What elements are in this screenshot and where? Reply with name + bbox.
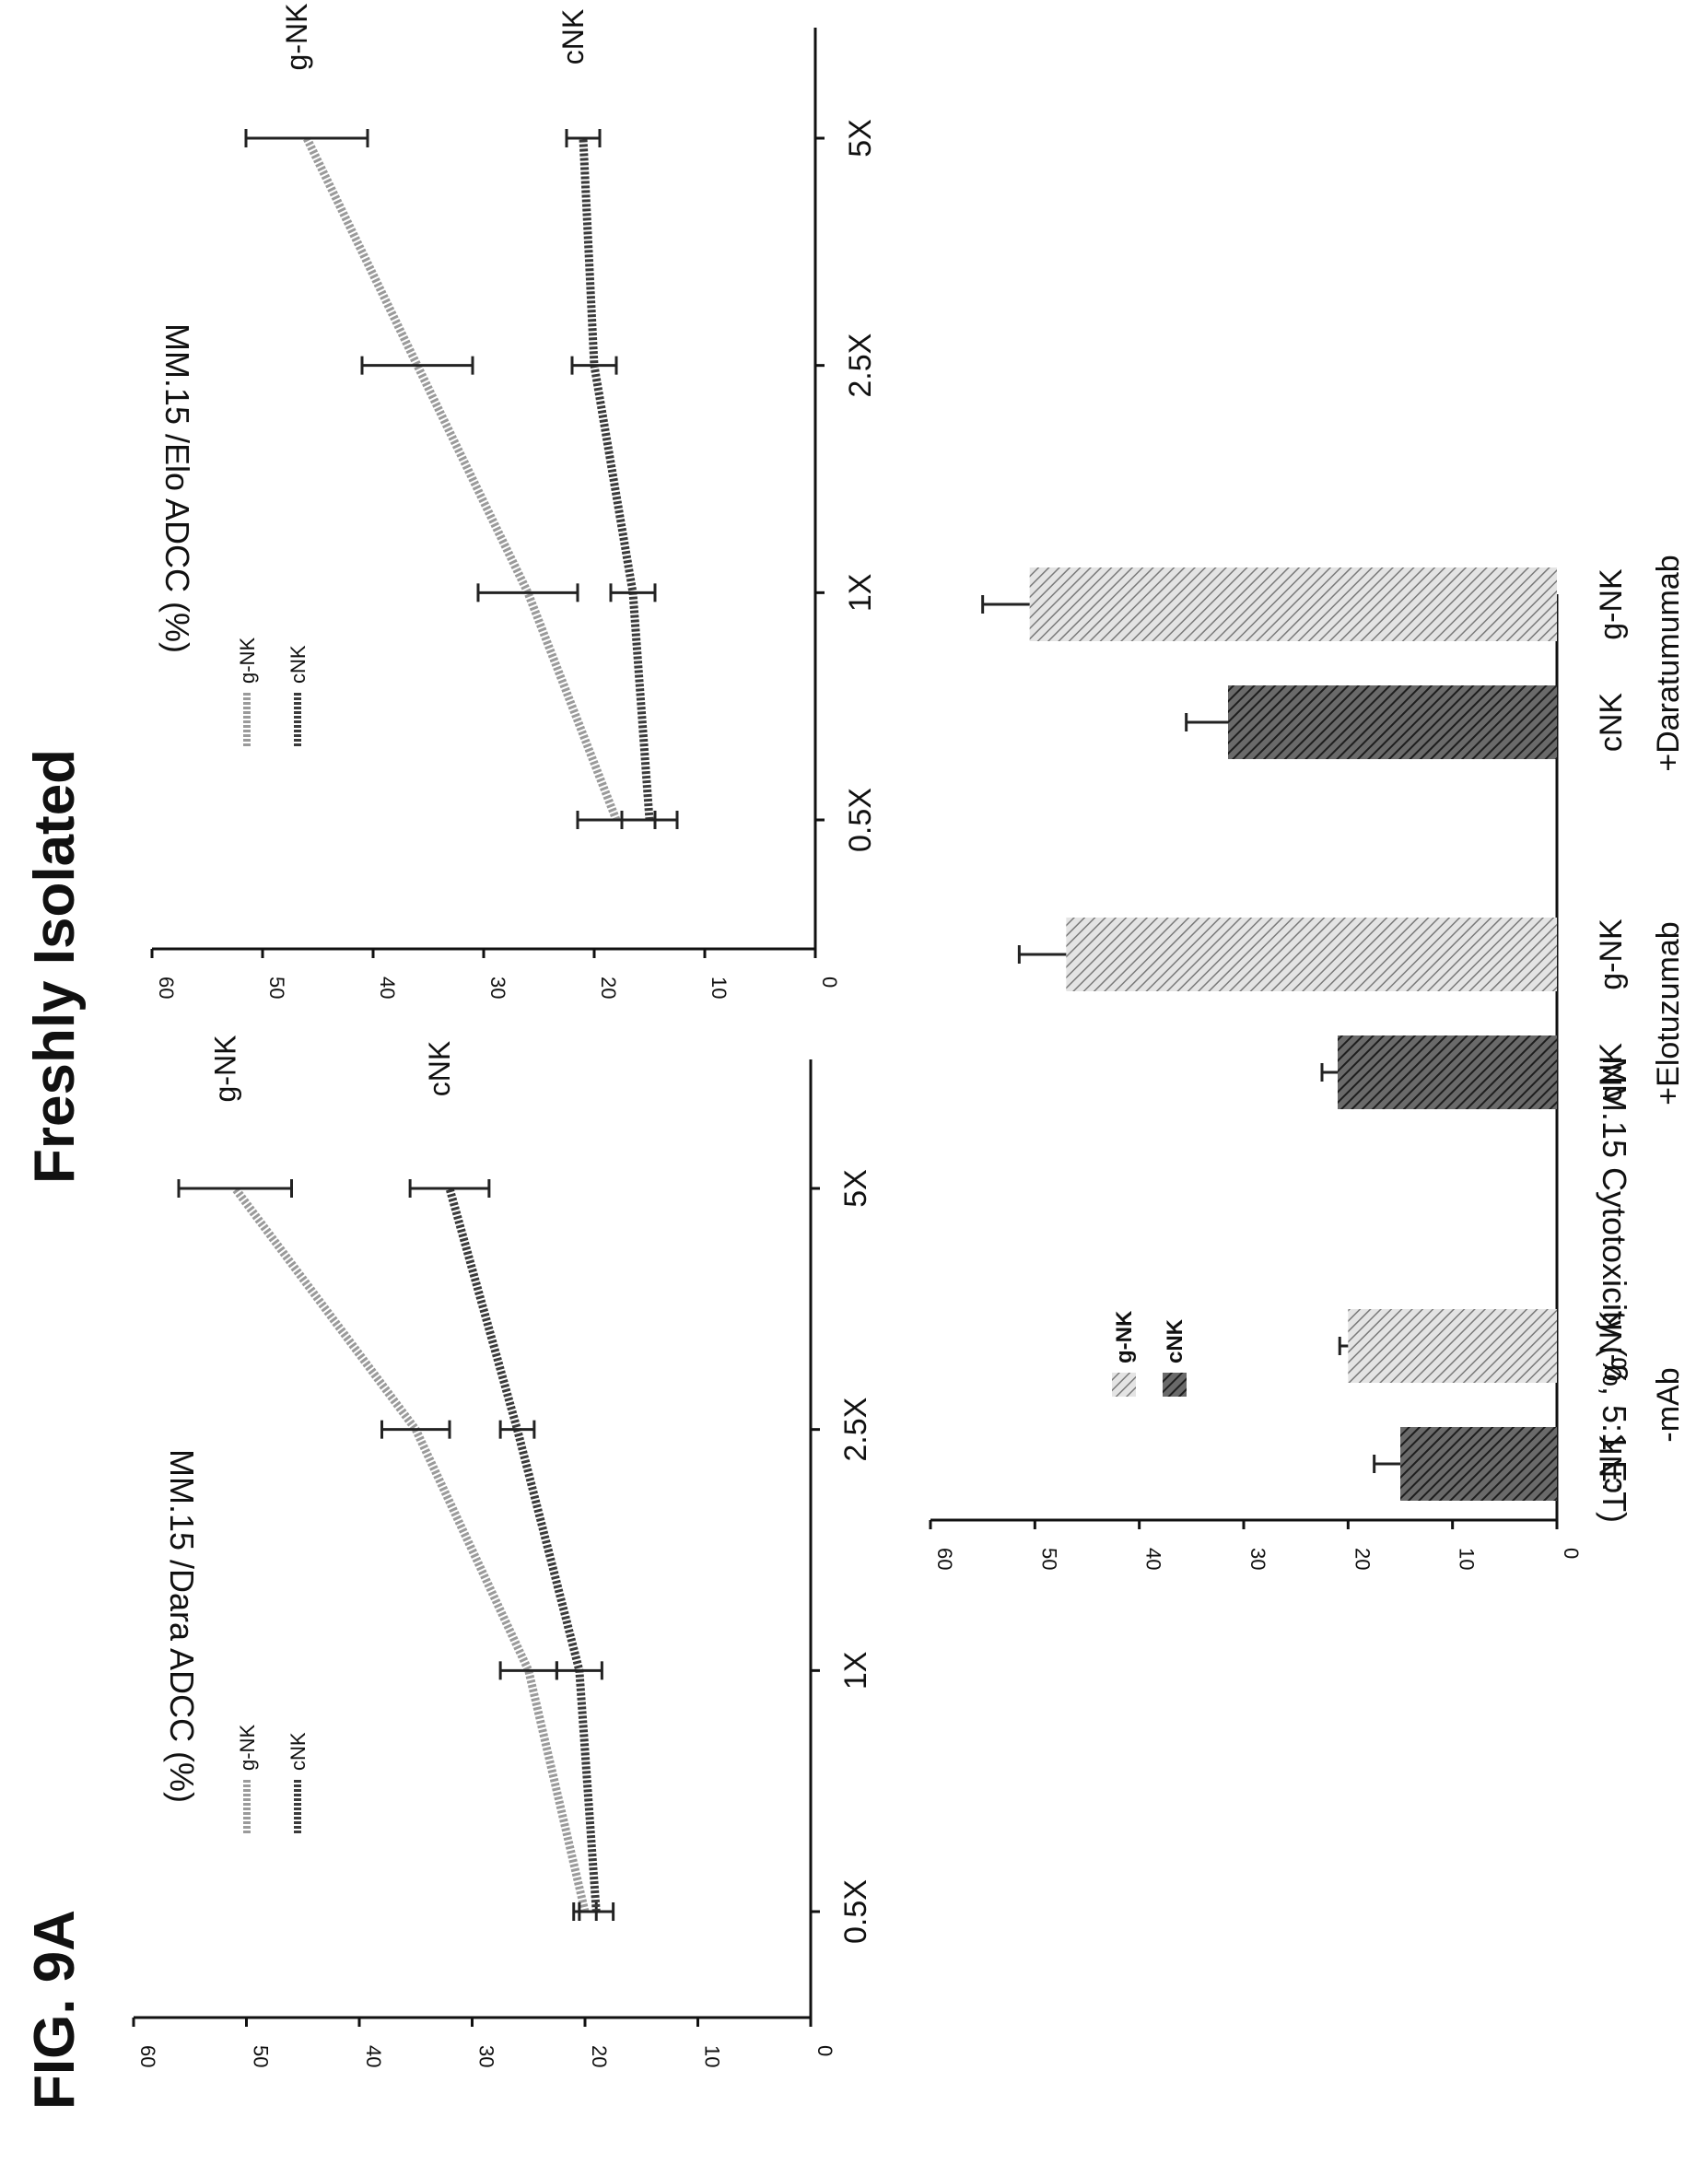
value-tick-label: 50 <box>250 2045 273 2067</box>
figure-label: FIG. 9A <box>23 1910 87 2110</box>
value-tick-label: 60 <box>933 1548 956 1570</box>
series-end-label: g-NK <box>280 4 313 71</box>
series-line-g-NK <box>231 1186 590 1913</box>
value-tick-label: 30 <box>486 977 509 999</box>
bar-category-label: cNK <box>1594 1434 1629 1494</box>
group-label: +Daratumumab <box>1651 555 1686 771</box>
legend-label: cNK <box>287 645 310 684</box>
bar-category-label: cNK <box>1594 693 1629 753</box>
value-tick-label: 50 <box>1037 1548 1060 1570</box>
bar-cNK <box>1228 685 1557 759</box>
bar-g-NK <box>1348 1309 1557 1383</box>
chart-elo-adcc: 0 10 20 30 40 50 60 MM.15 /Elo ADCC (%) 0.5X 1X 2.… <box>150 4 878 999</box>
legend-swatch-cNK <box>1163 1373 1187 1397</box>
value-tick-label: 10 <box>1456 1548 1479 1570</box>
bar-category-label: cNK <box>1594 1043 1629 1103</box>
group-label: +Elotuzumab <box>1651 921 1686 1105</box>
value-tick-label: 0 <box>1560 1548 1583 1559</box>
legend-swatch-g-NK <box>1112 1373 1136 1397</box>
chart-cytotoxicity-bars: 0 10 20 30 40 50 60 MM.15 Cytotoxicity (%, 5:1 … <box>929 555 1686 1570</box>
category-tick-label: 2.5X <box>838 1398 873 1462</box>
bar-cNK <box>1338 1035 1557 1109</box>
value-tick-label: 20 <box>588 2045 611 2067</box>
value-tick-label: 30 <box>1246 1548 1269 1570</box>
bar-g-NK <box>1029 567 1557 641</box>
bar-g-NK <box>1066 918 1557 991</box>
legend-label: g-NK <box>236 638 259 684</box>
series-end-label: cNK <box>423 1041 456 1096</box>
value-tick-label: 10 <box>701 2045 724 2067</box>
legend-label: g-NK <box>1112 1310 1137 1363</box>
category-tick-label: 5X <box>843 119 878 158</box>
bar-category-label: g-NK <box>1594 568 1629 640</box>
bar-category-label: g-NK <box>1594 1310 1629 1382</box>
legend-label: cNK <box>1163 1318 1187 1363</box>
value-tick-label: 50 <box>265 977 288 999</box>
value-tick-label: 20 <box>597 977 620 999</box>
group-label: -mAb <box>1651 1367 1686 1442</box>
series-line-g-NK <box>302 136 621 822</box>
bar-category-label: g-NK <box>1594 918 1629 990</box>
value-tick-label: 0 <box>818 977 841 988</box>
category-tick-label: 1X <box>838 1652 873 1690</box>
figure-title: Freshly Isolated <box>23 749 87 1184</box>
category-tick-label: 0.5X <box>838 1879 873 1944</box>
value-tick-label: 40 <box>362 2045 385 2067</box>
series-end-label: cNK <box>556 9 590 64</box>
value-tick-label: 30 <box>475 2045 498 2067</box>
series-end-label: g-NK <box>208 1035 241 1103</box>
value-tick-label: 0 <box>813 2045 836 2056</box>
legend-label: cNK <box>287 1732 310 1771</box>
legend-label: g-NK <box>236 1725 259 1771</box>
category-tick-label: 5X <box>838 1169 873 1208</box>
value-axis-label: MM.15 /Dara ADCC (%) <box>163 1449 201 1803</box>
value-tick-label: 10 <box>708 977 731 999</box>
chart-dara-adcc: 0 10 20 30 40 50 60 MM.15 /Dara ADCC (%) 0.5X 1X 2… <box>132 1035 873 2067</box>
bar-cNK <box>1400 1427 1557 1501</box>
value-axis-label: MM.15 Cytotoxicity (%, 5:1 E:T) <box>1596 1057 1633 1523</box>
value-tick-label: 60 <box>155 977 178 999</box>
category-tick-label: 0.5X <box>843 788 878 852</box>
category-tick-label: 2.5X <box>843 333 878 398</box>
value-axis-label: MM.15 /Elo ADCC (%) <box>158 323 196 653</box>
category-tick-label: 1X <box>843 574 878 613</box>
series-line-cNK <box>579 137 654 821</box>
value-tick-label: 40 <box>1142 1548 1165 1570</box>
value-tick-label: 60 <box>136 2045 159 2067</box>
series-line-cNK <box>445 1187 601 1913</box>
value-tick-label: 20 <box>1351 1548 1374 1570</box>
value-tick-label: 40 <box>376 977 399 999</box>
